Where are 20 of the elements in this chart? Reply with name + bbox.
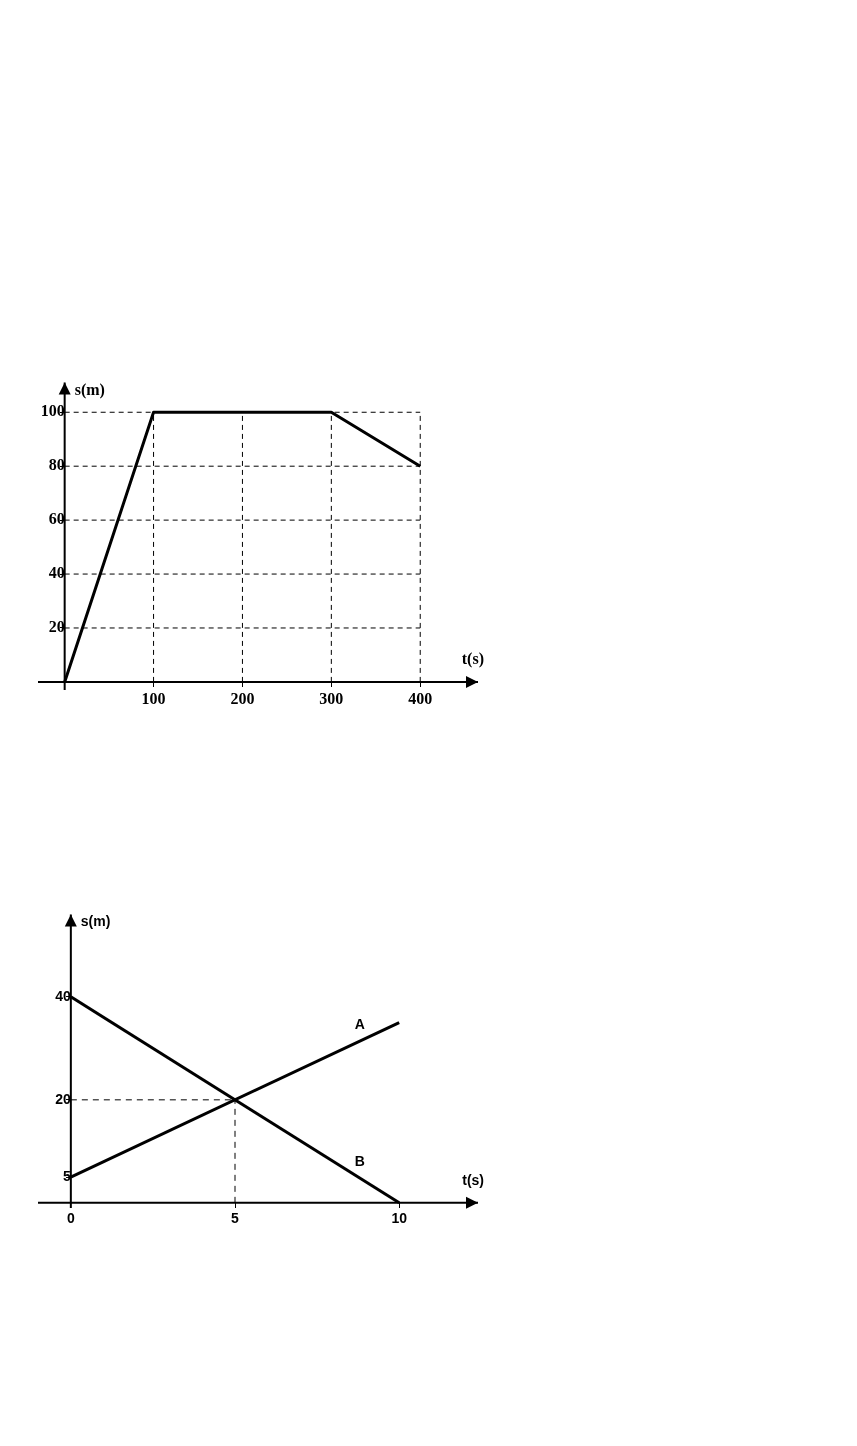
y-tick-label: 40 <box>48 564 65 582</box>
series-label: B <box>354 1152 365 1169</box>
y-tick-label: 100 <box>40 402 65 420</box>
x-tick-label: 0 <box>66 1210 75 1227</box>
x-tick-label: 400 <box>408 689 433 707</box>
x-tick-label: 300 <box>319 689 344 707</box>
y-tick-label: 20 <box>55 1090 72 1107</box>
x-tick-label: 5 <box>231 1210 240 1227</box>
y-tick-label: 20 <box>48 618 65 636</box>
series-label: A <box>354 1015 365 1032</box>
x-tick-label: 10 <box>391 1210 408 1227</box>
y-tick-label: 60 <box>48 510 65 528</box>
x-tick-label: 100 <box>141 689 166 707</box>
y-tick-label: 40 <box>55 987 72 1004</box>
x-tick-label: 200 <box>230 689 255 707</box>
x-axis-title: t(s) <box>461 650 484 669</box>
y-tick-label: 80 <box>48 456 65 474</box>
y-axis-title: s(m) <box>80 913 111 930</box>
x-axis-title: t(s) <box>462 1171 484 1188</box>
y-axis-title: s(m) <box>74 380 105 399</box>
